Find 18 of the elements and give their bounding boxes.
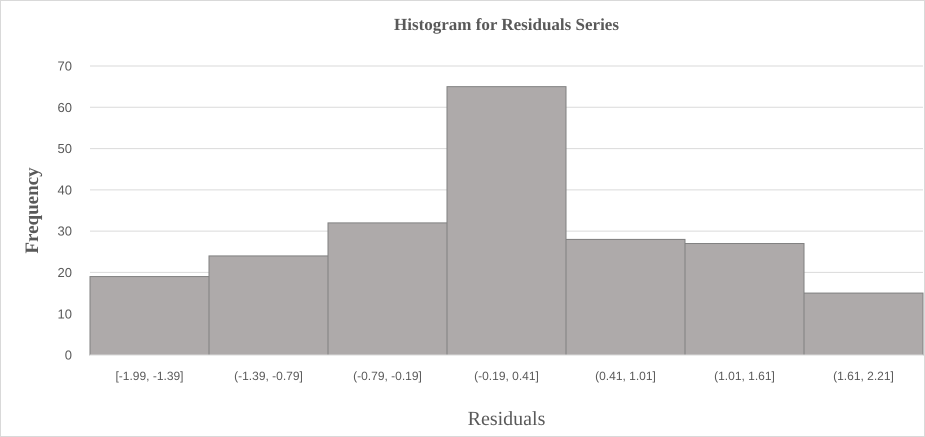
x-axis-title: Residuals — [468, 408, 546, 430]
y-axis-title: Frequency — [22, 166, 43, 254]
y-tick-label: 50 — [58, 141, 72, 156]
y-tick-label: 10 — [58, 306, 72, 322]
y-tick-label: 20 — [58, 264, 72, 280]
y-tick-label: 60 — [58, 100, 72, 115]
x-tick-label: (-0.19, 0.41] — [474, 369, 539, 383]
y-tick-label: 0 — [64, 348, 72, 363]
x-tick-label: (0.41, 1.01] — [595, 369, 656, 383]
y-tick-label: 30 — [58, 224, 72, 239]
x-tick-label: (-1.39, -0.79] — [234, 369, 303, 383]
x-tick-label: [-1.99, -1.39] — [115, 369, 184, 383]
chart-title: Histogram for Residuals Series — [394, 15, 620, 34]
x-tick-label: (1.61, 2.21] — [833, 369, 894, 383]
x-tick-label: (1.01, 1.61] — [714, 369, 775, 383]
y-tick-label: 70 — [58, 58, 72, 74]
y-tick-label: 40 — [58, 182, 72, 198]
x-tick-label: (-0.79, -0.19] — [353, 369, 422, 383]
